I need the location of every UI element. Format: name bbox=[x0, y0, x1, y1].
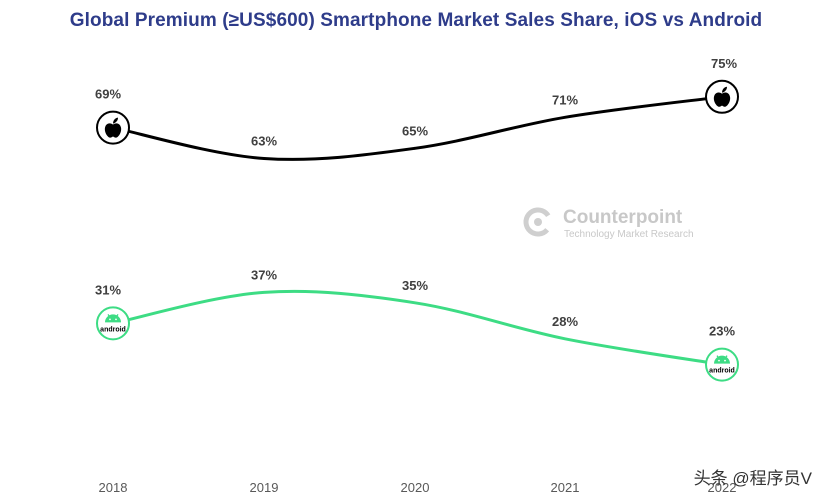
credit-watermark: 头条 @程序员V bbox=[694, 469, 813, 488]
watermark-tagline: Technology Market Research bbox=[564, 229, 694, 240]
android-data-label: 35% bbox=[402, 278, 428, 293]
android-wordmark: android bbox=[709, 368, 735, 375]
android-line bbox=[111, 289, 724, 367]
android-data-label: 31% bbox=[95, 282, 121, 297]
counterpoint-watermark: Counterpoint Technology Market Research bbox=[523, 207, 694, 240]
ios-data-label: 69% bbox=[95, 87, 121, 102]
android-icon: android bbox=[96, 306, 130, 341]
series-layer: 69% 63% 65% 71% 75% 31% 37% 35% 28% 23% android and… bbox=[95, 56, 739, 382]
x-tick-label: 2020 bbox=[401, 480, 430, 495]
x-tick-label: 2019 bbox=[250, 480, 279, 495]
chart-title: Global Premium (≥US$600) Smartphone Mark… bbox=[69, 10, 763, 31]
ios-line bbox=[111, 95, 724, 161]
ios-data-label: 63% bbox=[251, 134, 277, 149]
android-data-label: 28% bbox=[552, 314, 578, 329]
series-android: 31% 37% 35% 28% 23% android android bbox=[95, 267, 739, 382]
x-tick-label: 2021 bbox=[551, 480, 580, 495]
apple-icon bbox=[96, 110, 130, 145]
android-data-label: 23% bbox=[709, 324, 735, 339]
x-tick-label: 2022 bbox=[708, 480, 737, 495]
android-wordmark: android bbox=[100, 326, 126, 333]
android-icon: android bbox=[705, 347, 739, 382]
x-axis-ticks: 2018 2019 2020 2021 2022 bbox=[99, 480, 737, 495]
counterpoint-logo-icon bbox=[523, 207, 553, 237]
ios-data-label: 71% bbox=[552, 92, 578, 107]
ios-data-label: 65% bbox=[402, 123, 428, 138]
apple-icon bbox=[705, 79, 739, 114]
x-tick-label: 2018 bbox=[99, 480, 128, 495]
ios-data-label: 75% bbox=[711, 56, 737, 71]
android-data-label: 37% bbox=[251, 267, 277, 282]
watermark-brand: Counterpoint bbox=[563, 207, 683, 228]
series-ios: 69% 63% 65% 71% 75% bbox=[95, 56, 739, 161]
